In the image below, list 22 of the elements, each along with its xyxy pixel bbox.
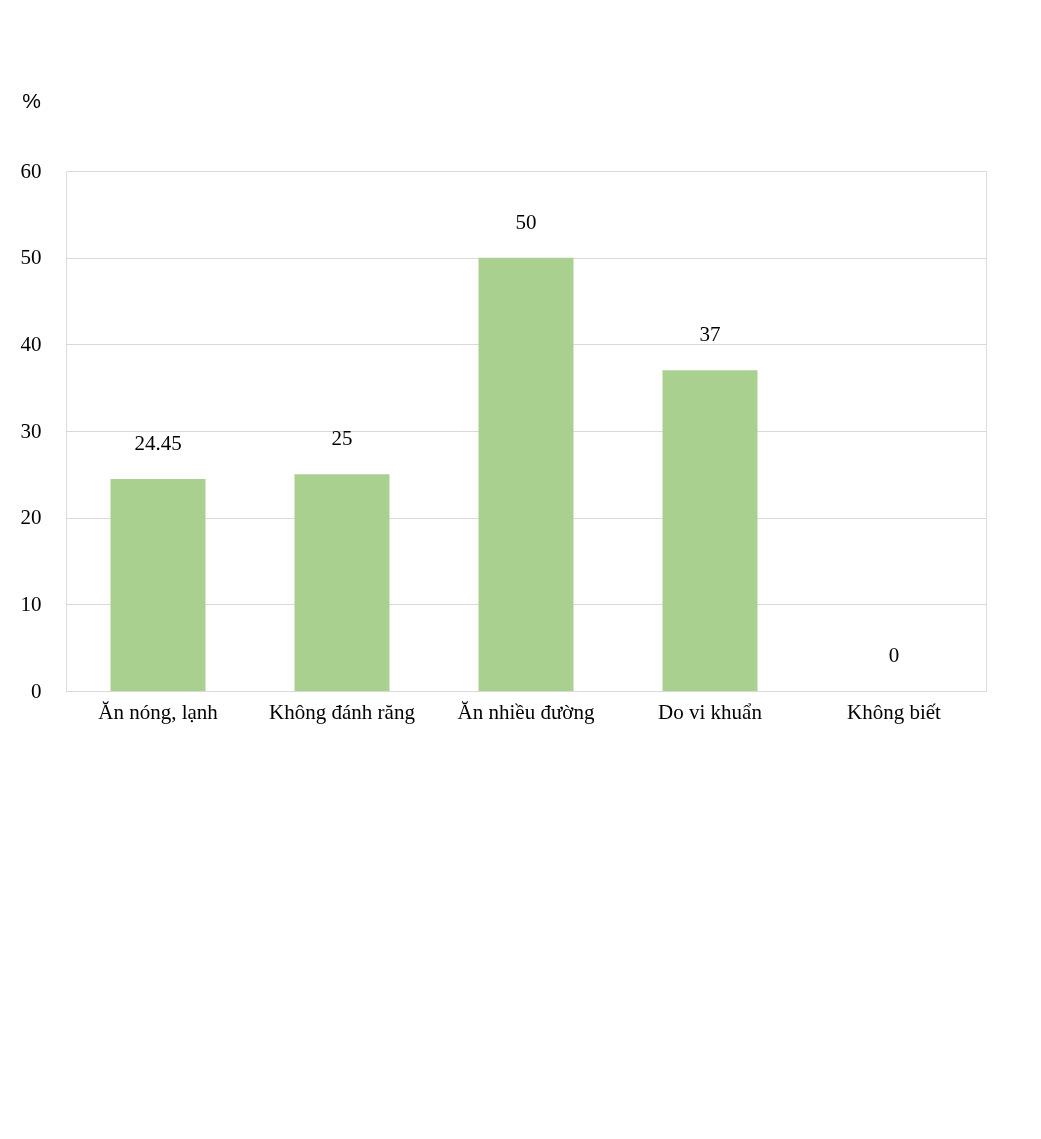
bar xyxy=(294,474,390,691)
y-tick-label: 0 xyxy=(31,678,42,703)
y-tick-label: 50 xyxy=(20,245,42,270)
data-label: 24.45 xyxy=(134,431,182,456)
y-tick-label: 60 xyxy=(20,158,42,183)
bar xyxy=(662,370,758,691)
y-tick-label: 10 xyxy=(20,591,42,616)
x-tick-label: Ăn nhiều đường xyxy=(457,699,595,724)
x-tick-label: Không đánh răng xyxy=(269,699,416,724)
bar xyxy=(110,479,206,691)
data-label: 25 xyxy=(331,426,353,451)
y-tick-label: 20 xyxy=(20,505,42,530)
y-tick-label: 40 xyxy=(20,331,42,356)
y-axis-title: % xyxy=(22,88,41,112)
data-label: 50 xyxy=(515,209,537,234)
y-tick-label: 30 xyxy=(20,418,42,443)
x-tick-label: Ăn nóng, lạnh xyxy=(98,699,219,724)
bar xyxy=(478,257,574,691)
data-label: 0 xyxy=(888,643,900,667)
data-label: 37 xyxy=(699,322,721,347)
x-tick-label: Không biết xyxy=(847,699,942,724)
x-tick-label: Do vi khuẩn xyxy=(658,699,763,724)
